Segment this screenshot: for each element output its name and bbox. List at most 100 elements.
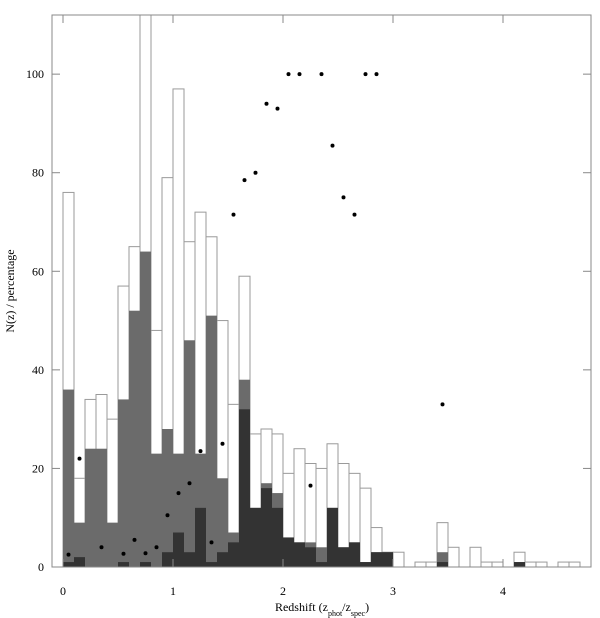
histogram-bar <box>63 562 74 567</box>
histogram-bar <box>129 310 140 567</box>
histogram-bar <box>195 507 206 567</box>
point <box>319 72 324 77</box>
histogram-bar <box>74 557 85 567</box>
histogram-bar <box>349 542 360 567</box>
histogram-bar <box>568 561 581 567</box>
histogram-bar <box>327 507 338 567</box>
histogram-bar <box>437 552 448 567</box>
histogram-bar <box>524 561 537 567</box>
histogram-bar <box>85 448 96 567</box>
histogram-bar <box>469 546 482 567</box>
point <box>242 178 247 183</box>
point <box>352 212 357 217</box>
point <box>176 491 181 496</box>
histogram-bar <box>392 551 405 567</box>
point <box>209 540 214 545</box>
point <box>165 513 170 518</box>
histogram-bar <box>184 552 195 567</box>
histogram-bar <box>338 547 349 567</box>
histogram-bar <box>250 507 261 567</box>
x-axis-label-part: Redshift (z <box>275 600 328 614</box>
histogram-bar <box>217 552 228 567</box>
histogram-bar <box>513 551 526 567</box>
histogram-bar <box>491 561 504 567</box>
x-tick-label: 3 <box>390 584 396 598</box>
histogram-bar <box>118 399 129 567</box>
histogram-bar <box>283 537 294 567</box>
histogram-bar <box>239 409 250 567</box>
point <box>253 170 258 175</box>
histogram-bar <box>535 561 548 567</box>
histogram-bar <box>371 552 382 567</box>
point <box>154 545 159 550</box>
point <box>440 402 445 407</box>
histogram-bar <box>294 542 305 567</box>
histogram-bar <box>316 562 327 567</box>
x-axis-label: Redshift (zphot/zspec) <box>275 600 369 618</box>
histogram-bar <box>140 562 151 567</box>
y-tick-label: 60 <box>32 264 44 278</box>
y-tick-label: 0 <box>38 560 44 574</box>
y-tick-label: 20 <box>32 461 44 475</box>
histogram-bar <box>447 546 460 567</box>
histogram-bar <box>359 487 372 567</box>
point <box>341 195 346 200</box>
x-tick-label: 1 <box>170 584 176 598</box>
histogram-bar <box>272 507 283 567</box>
histogram-bar <box>305 547 316 567</box>
histogram-bar <box>206 315 217 567</box>
histogram-bar <box>184 340 195 567</box>
plot-frame <box>51 14 592 568</box>
x-axis-label-part: ) <box>365 600 369 614</box>
histogram-bar <box>360 562 371 567</box>
x-tick-label: 0 <box>60 584 66 598</box>
point <box>363 72 368 77</box>
point <box>198 449 203 454</box>
point <box>77 456 82 461</box>
point <box>264 101 269 106</box>
point <box>220 441 225 446</box>
point <box>143 551 148 556</box>
y-tick-label: 40 <box>32 363 44 377</box>
histogram-bar <box>437 562 448 567</box>
histogram-bar <box>557 561 570 567</box>
histogram-bar <box>74 522 85 567</box>
point <box>187 481 192 486</box>
y-tick-label: 80 <box>32 166 44 180</box>
histogram-bar <box>107 522 118 567</box>
plot-area <box>62 15 581 567</box>
histogram-bar <box>228 542 239 567</box>
histogram-bar <box>261 488 272 567</box>
point <box>374 72 379 77</box>
histogram-bar <box>162 552 173 567</box>
point <box>330 143 335 148</box>
histogram-bar <box>162 429 173 567</box>
histogram-bar <box>63 389 74 567</box>
histogram-bar <box>382 552 393 567</box>
histogram-bar <box>173 453 184 567</box>
point <box>286 72 291 77</box>
histogram-bar <box>140 251 151 567</box>
histogram-bar <box>480 561 493 567</box>
histogram-bar <box>96 448 107 567</box>
histogram-bar <box>118 562 129 567</box>
point <box>275 106 280 111</box>
x-axis-label-part: phot <box>328 609 343 618</box>
histogram-bar <box>514 562 525 567</box>
histogram-bar <box>173 532 184 567</box>
point <box>99 545 104 550</box>
point <box>66 552 71 557</box>
y-tick-label: 100 <box>26 67 44 81</box>
histogram-bar <box>206 562 217 567</box>
histogram-bar <box>316 547 327 567</box>
point <box>132 537 137 542</box>
x-tick-label: 2 <box>280 584 286 598</box>
histogram-bar <box>425 561 438 567</box>
point <box>231 212 236 217</box>
histogram-bar <box>414 561 427 567</box>
histogram-bar <box>217 478 228 567</box>
histogram-bar <box>62 191 75 567</box>
point <box>297 72 302 77</box>
